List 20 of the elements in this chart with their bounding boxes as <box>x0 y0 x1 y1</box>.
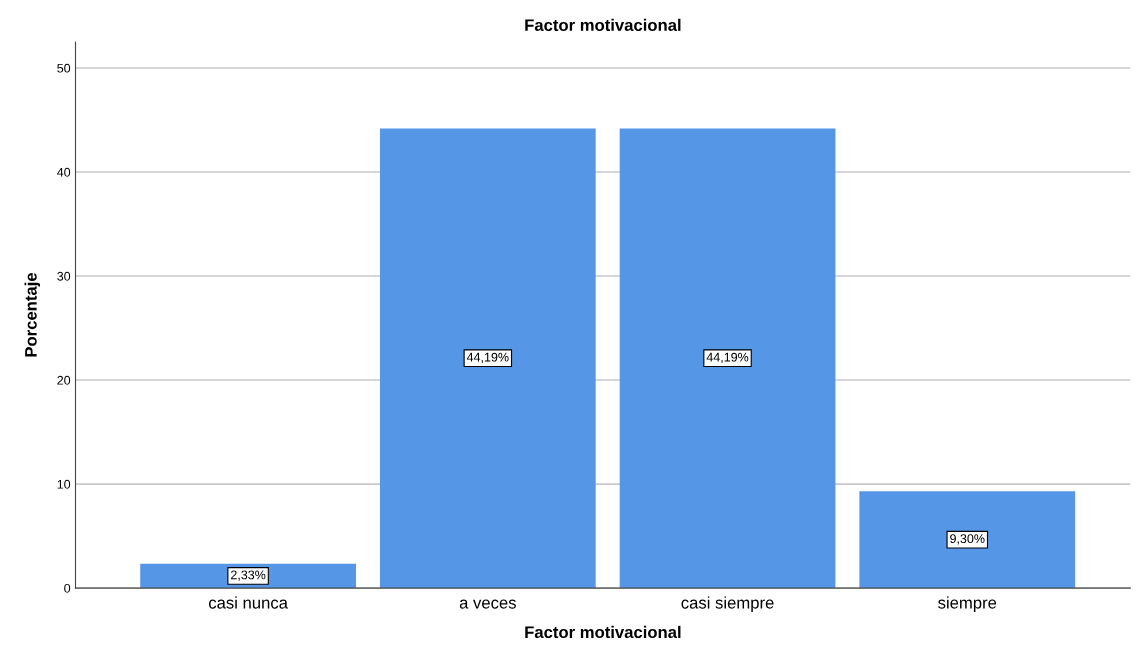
x-tick-label: siempre <box>938 596 997 612</box>
x-tick-label: casi nunca <box>208 596 288 609</box>
x-tick-label: casi siempre <box>681 596 774 612</box>
y-tick-label: 0 <box>64 583 71 593</box>
x-tick-label: a veces <box>459 599 516 609</box>
data-label: 44,19% <box>466 352 509 364</box>
y-axis-title: Porcentaje <box>24 272 41 357</box>
data-label: 2,33% <box>231 570 266 581</box>
bar <box>619 128 836 589</box>
bar <box>859 491 1076 589</box>
data-label: 44,19% <box>706 352 749 364</box>
chart-title: Factor motivacional <box>525 18 681 32</box>
y-tick-label: 10 <box>57 479 71 489</box>
bar <box>379 128 596 589</box>
y-tick-label: 20 <box>57 375 71 385</box>
x-axis-title: Factor motivacional <box>525 625 681 639</box>
y-tick-label: 50 <box>57 63 71 73</box>
y-tick-label: 30 <box>57 271 71 281</box>
data-label: 9,30% <box>950 534 985 545</box>
y-tick-label: 40 <box>57 167 71 177</box>
